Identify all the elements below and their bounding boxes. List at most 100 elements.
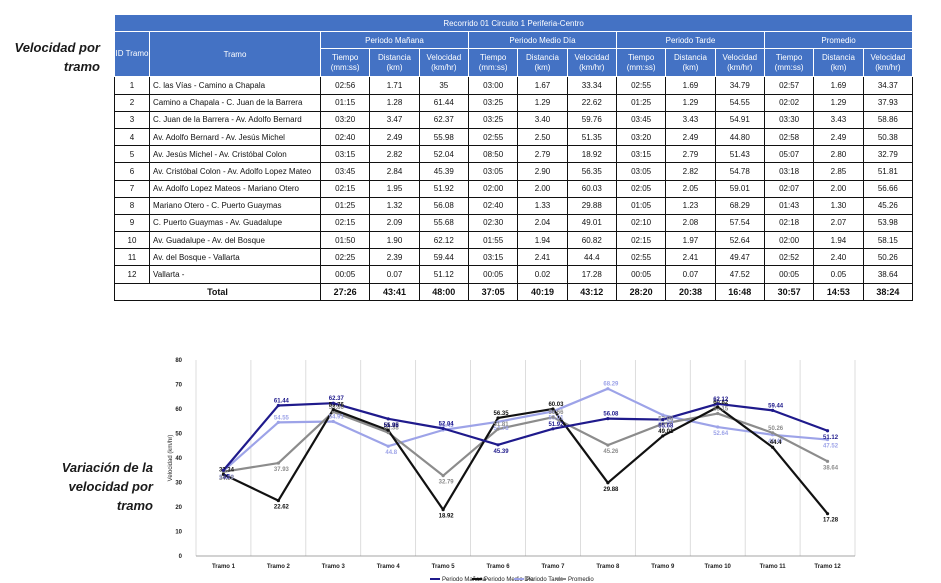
y-tick-label: 20 [175,505,182,511]
row-value-cell: 35 [418,76,469,95]
y-axis-label: Velocidad (km/hr) [168,435,174,482]
row-value-cell: 00:05 [763,265,815,284]
row-value-cell: 2.49 [369,127,420,147]
data-label: 59.44 [768,403,784,409]
x-tick-label: Tramo 4 [377,564,401,570]
row-value-cell: 00:05 [319,265,371,284]
row-value-cell: 2.04 [517,213,568,233]
data-label: 56.35 [494,411,510,417]
row-value-cell: 02:30 [467,213,519,233]
row-value-cell: 57.54 [714,213,765,233]
row-value-cell: 53.98 [862,213,914,233]
data-label: 18.92 [439,514,455,520]
row-value-cell: 03:20 [615,127,667,147]
period-header: Promedio [763,31,914,50]
row-id-cell: 9 [114,213,150,233]
data-point [386,428,390,432]
y-tick-label: 60 [175,407,182,413]
data-label: 50.26 [768,426,784,432]
x-tick-label: Tramo 1 [212,564,236,570]
y-tick-label: 10 [175,530,182,536]
data-point [716,411,720,416]
row-value-cell: 62.37 [418,110,469,129]
row-value-cell: 0.05 [813,265,864,284]
row-value-cell: 0.07 [369,265,420,284]
row-value-cell: 00:05 [467,265,519,284]
data-label: 38.64 [823,465,839,471]
row-value-cell: 05:07 [763,145,815,164]
row-id-cell: 3 [114,110,150,129]
row-value-cell: 58.15 [862,231,914,250]
data-label: 53.98 [658,417,674,423]
table-row: 12 Vallarta -00:05 0.07 51.12 00:05 0.02 17.28… [114,265,914,284]
row-value-cell: 02:52 [763,248,815,267]
row-value-cell: 2.39 [369,248,420,267]
row-value-cell: 1.95 [369,179,420,198]
y-tick-label: 40 [175,456,182,462]
row-value-cell: 2.79 [517,145,568,164]
row-value-cell: 02:10 [615,213,667,233]
data-point [825,437,830,442]
data-label: 62.12 [713,397,729,403]
total-value-cell: 38:24 [862,282,914,301]
row-value-cell: 03:05 [615,162,667,181]
row-value-cell: 52.64 [714,231,765,250]
subcol-header: Distancia (km) [665,48,716,78]
row-value-cell: 2.07 [813,213,864,233]
row-id-cell: 4 [114,127,150,147]
subcol-header: Distancia (km) [813,48,864,78]
row-value-cell: 02:00 [467,179,519,198]
subcol-header: Distancia (km) [517,48,568,78]
row-value-cell: 54.78 [714,162,765,181]
data-label: 55.98 [384,423,400,429]
data-point [496,427,500,431]
data-point [716,402,720,406]
x-tick-label: Tramo 5 [432,564,456,570]
data-point [496,443,500,447]
data-point [441,508,445,512]
data-point [716,425,720,429]
data-point [386,444,390,448]
data-point [551,407,555,411]
data-point [496,420,500,424]
data-point [386,430,390,435]
data-label: 37.93 [274,467,290,473]
total-value-cell: 48:00 [418,282,469,301]
row-value-cell: 62.12 [418,231,469,250]
row-id-cell: 8 [114,196,150,215]
row-value-cell: 2.90 [517,162,568,181]
total-value-cell: 30:57 [763,282,815,301]
row-value-cell: 44.4 [566,248,617,267]
row-tramo-cell: Av. del Bosque - Vallarta [149,248,321,267]
data-label: 54.91 [329,414,345,420]
row-value-cell: 49.01 [566,213,617,233]
table-row: 10 Av. Guadalupe - Av. del Bosque 01:50 1.9… [114,231,914,250]
row-value-cell: 33.34 [566,76,617,95]
speed-line-chart: 0 10 20 30 40 50 60 70 80 Velocidad (km/hr) Tramo … [168,358,856,583]
subcol-header: Tiempo (mm:ss) [319,48,371,78]
total-value-cell: 37:05 [467,282,519,301]
data-point [441,426,445,431]
data-point [825,429,830,433]
row-value-cell: 2.08 [665,213,716,233]
row-value-cell: 1.29 [813,93,864,112]
row-value-cell: 2.82 [665,162,716,181]
row-value-cell: 60.82 [566,231,617,250]
row-value-cell: 02:58 [763,127,815,147]
chart-side-label-line: velocidad por [68,479,153,494]
data-point [771,431,775,435]
data-label: 49.47 [768,439,784,445]
row-value-cell: 1.67 [517,76,568,95]
row-tramo-cell: C. Juan de la Barrera - Av. Adolfo Berna… [149,110,321,129]
row-value-cell: 1.90 [369,231,420,250]
row-value-cell: 52.04 [418,145,469,164]
data-label: 34.79 [219,475,235,481]
data-point [331,410,335,414]
row-value-cell: 02:15 [319,213,371,233]
row-id-cell: 7 [114,179,150,198]
row-tramo-cell: Mariano Otero - C. Puerto Guaymas [149,196,321,215]
row-value-cell: 3.43 [665,110,716,129]
row-tramo-cell: Av. Adolfo Bernard - Av. Jesús Michel [149,127,321,147]
row-value-cell: 02:02 [763,93,815,112]
y-tick-label: 70 [175,383,182,389]
